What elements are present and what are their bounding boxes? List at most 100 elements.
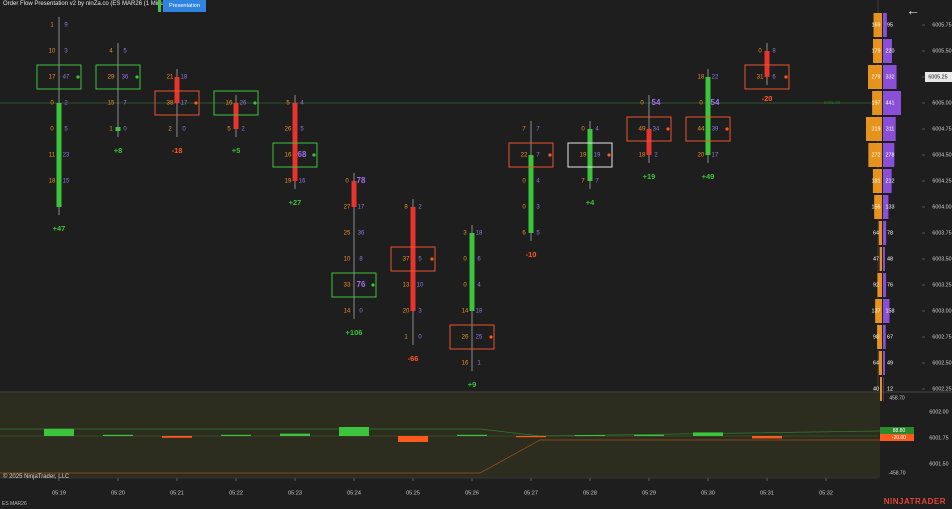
bar-body: [351, 181, 357, 207]
bid-volume: 0: [50, 101, 54, 107]
bid-volume: 16: [225, 100, 233, 107]
vp-ask-label: 441: [886, 100, 895, 106]
bid-volume: 16: [284, 152, 292, 159]
bar-delta-label: +106: [346, 328, 363, 337]
bar-body: [56, 103, 62, 207]
imbalance-dot: [371, 283, 375, 287]
bar-body: [528, 155, 534, 233]
imbalance-dot: [489, 335, 493, 339]
ask-volume: 2: [241, 127, 245, 133]
bid-volume: 26: [461, 334, 469, 341]
bid-volume: 0: [50, 127, 54, 133]
delta-histogram-bar: [516, 436, 546, 438]
imbalance-box: [331, 272, 377, 298]
price-tick-label: 6005.50: [932, 48, 951, 54]
delta-histogram-bar: [339, 427, 369, 436]
bar-delta-label: +19: [643, 172, 656, 181]
vp-bid-bar: [872, 91, 882, 115]
vp-ask-bar: [883, 195, 889, 219]
delta-bottom-label: -458.70: [889, 470, 906, 476]
bid-volume: 0: [581, 127, 585, 133]
ask-volume: 8: [359, 257, 363, 263]
time-tick-label: 05:20: [111, 490, 125, 496]
bid-volume: 1: [404, 335, 408, 341]
bar-body: [587, 129, 593, 181]
copyright-text: © 2025 NinjaTrader, LLC: [3, 474, 70, 480]
bar-delta-label: +8: [114, 146, 123, 155]
bid-volume: 19: [285, 179, 292, 185]
ask-volume: 0: [182, 127, 186, 133]
vp-ask-bar: [883, 351, 885, 375]
vp-bid-bar: [873, 13, 882, 37]
ask-volume: 15: [63, 179, 70, 185]
delta-histogram-bar: [44, 428, 74, 436]
vp-ask-label: 76: [887, 282, 893, 288]
imbalance-box: [626, 116, 672, 142]
bid-volume: 16: [462, 361, 469, 367]
bar-delta-label: -10: [526, 250, 537, 259]
ask-volume: 16: [299, 179, 306, 185]
price-tick-label: 6004.00: [932, 204, 951, 210]
delta-histogram-bar: [221, 434, 251, 436]
last-price-label: 6005.25: [928, 74, 947, 80]
delta-histogram-bar: [693, 432, 723, 436]
ask-volume: 7: [123, 101, 127, 107]
imbalance-dot: [607, 153, 611, 157]
delta-lower-line: [0, 439, 880, 474]
ask-volume: 36: [358, 231, 365, 237]
bar-delta-label: -20: [762, 94, 773, 103]
delta-axis-tick: 6001.50: [929, 461, 948, 467]
vp-ask-label: 212: [886, 178, 895, 184]
time-tick-label: 05:28: [583, 490, 597, 496]
bar-body: [174, 77, 180, 103]
ask-volume: 17: [358, 205, 365, 211]
price-tick-label: 6004.25: [932, 178, 951, 184]
bid-volume: 0: [640, 101, 644, 107]
time-tick-label: 05:24: [347, 490, 361, 496]
vp-bid-bar: [873, 39, 882, 63]
ask-volume: 3: [418, 309, 422, 315]
price-level-label: 6005.00: [824, 100, 841, 105]
ask-volume: 9: [64, 23, 68, 29]
bar-delta-label: +9: [468, 380, 477, 389]
bid-volume: 3: [463, 231, 467, 237]
ask-volume: 3: [64, 49, 68, 55]
vp-bid-label: 47: [873, 256, 879, 262]
bid-volume: 0: [345, 179, 349, 185]
ask-volume: 25: [476, 335, 483, 341]
ask-volume: 1: [477, 361, 481, 367]
back-arrow-icon[interactable]: ←: [906, 2, 920, 18]
bid-volume: 1: [109, 127, 113, 133]
bar-delta-label: +5: [232, 146, 241, 155]
vp-ask-label: 332: [886, 74, 895, 80]
imbalance-box: [213, 90, 259, 116]
bid-volume: 6: [522, 231, 526, 237]
price-tick-label: 6002.50: [932, 360, 951, 366]
delta-pos-value: 88.80: [893, 428, 906, 434]
vp-bid-bar: [878, 351, 882, 375]
delta-axis-tick: 6001.75: [929, 435, 948, 441]
imbalance-dot: [784, 75, 788, 79]
bar-body: [705, 77, 711, 155]
bid-volume: 14: [462, 309, 469, 315]
bid-volume: 5: [286, 101, 290, 107]
bid-volume: 1: [50, 23, 54, 29]
delta-histogram-bar: [575, 435, 605, 436]
ask-volume: 2: [64, 101, 68, 107]
vp-bid-label: 156: [872, 204, 881, 210]
bid-volume: 27: [344, 205, 351, 211]
delta-axis-tick: 6002.00: [929, 409, 948, 415]
imbalance-box: [744, 64, 790, 90]
delta-histogram-bar: [457, 434, 487, 436]
imbalance-dot: [76, 75, 80, 79]
ask-volume: 7: [595, 179, 599, 185]
tab-presentation[interactable]: Presentation: [163, 0, 206, 12]
bar-delta-label: +49: [702, 172, 715, 181]
vp-bid-bar: [877, 273, 882, 297]
vp-ask-label: 220: [886, 48, 895, 54]
bar-body: [764, 51, 770, 77]
ask-volume: 47: [63, 75, 70, 81]
time-tick-label: 05:22: [229, 490, 243, 496]
